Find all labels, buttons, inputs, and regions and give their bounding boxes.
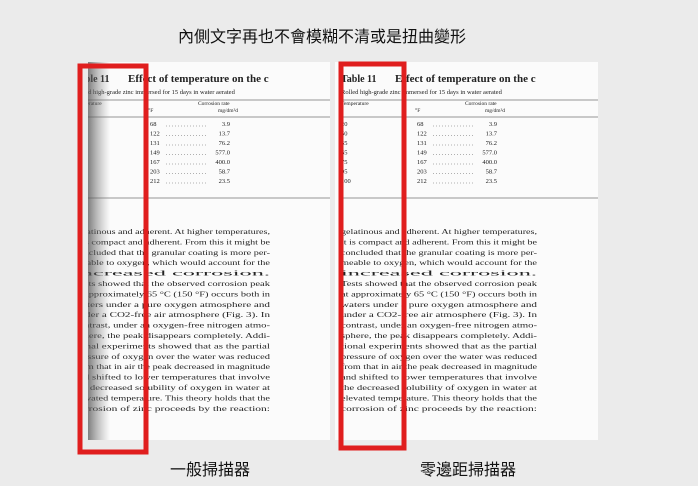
paragraph-line: contrast, under an oxygen-free nitrogen …	[341, 321, 538, 330]
column-header: Corrosion rate	[198, 101, 230, 107]
table-title: Effect of temperature on the c	[395, 73, 536, 85]
cell: 23.5	[486, 178, 497, 185]
cell: 3.9	[489, 121, 497, 128]
cell: 58.7	[486, 169, 498, 176]
cell: 212	[417, 178, 427, 185]
cell: 203	[417, 169, 427, 176]
cell: 167	[150, 159, 161, 166]
paragraph-line: Tests showed that the observed corrosion…	[341, 279, 537, 288]
paragraph-line: waters under a pure oxygen atmosphere an…	[341, 300, 537, 309]
cell: 58.7	[219, 169, 231, 176]
cell: 131	[417, 140, 427, 147]
cell: 13.7	[486, 131, 498, 138]
cell: 203	[150, 169, 160, 176]
paragraph-line: meable to oxygen, which would account fo…	[341, 258, 538, 267]
cell: 577.0	[215, 150, 230, 157]
column-header: mg/dm²d	[218, 108, 238, 114]
paragraph-line: corrosion of zinc proceeds by the reacti…	[341, 404, 537, 413]
paragraph-line: at approximately 65 °C (150 °F) occurs b…	[341, 289, 537, 298]
cell: 68	[417, 121, 424, 128]
cell: 122	[417, 131, 427, 138]
cell: 76.2	[219, 140, 230, 147]
column-header: °F	[415, 107, 420, 114]
cell: 68	[150, 121, 157, 128]
paragraph-line: the decreased solubility of oxygen in wa…	[341, 383, 538, 392]
cell: 149	[150, 150, 160, 157]
caption: 一般掃描器	[170, 460, 250, 479]
cell: 400.0	[482, 159, 497, 166]
paragraph-line: pressure of oxygen over the water was re…	[341, 352, 537, 361]
paragraph-line: elevated temperature. This theory holds …	[341, 393, 538, 402]
caption: 零邊距掃描器	[420, 460, 516, 479]
cell: 400.0	[215, 159, 230, 166]
cell: 122	[150, 131, 160, 138]
cell: 167	[417, 159, 428, 166]
title: 內側文字再也不會模糊不清或是扭曲變形	[178, 27, 466, 46]
cell: 149	[417, 150, 427, 157]
paragraph-line: from that in air the peak decreased in m…	[341, 362, 538, 371]
paragraph-line: increased corrosion.	[341, 269, 537, 278]
gutter-shadow	[88, 62, 110, 440]
column-header: Corrosion rate	[465, 101, 497, 107]
paragraph-line: gelatinous and adherent. At higher tempe…	[341, 227, 537, 236]
paragraph-line: under a CO2-free air atmosphere (Fig. 3)…	[341, 310, 537, 319]
table-label: Table 11	[341, 74, 376, 85]
cell: 23.5	[219, 178, 230, 185]
paragraph-line: and shifted to lower temperatures that i…	[341, 373, 538, 382]
cell: 577.0	[482, 150, 497, 157]
paragraph-line: tional experiments showed that as the pa…	[341, 341, 538, 350]
cell: 212	[150, 178, 160, 185]
column-header: °F	[148, 107, 153, 114]
table-title: Effect of temperature on the c	[128, 73, 269, 85]
cell: 131	[150, 140, 160, 147]
cell: 13.7	[219, 131, 231, 138]
cell: 3.9	[222, 121, 230, 128]
column-header: mg/dm²d	[485, 108, 505, 114]
paragraph-line: sphere, the peak disappears completely. …	[341, 331, 538, 340]
table-subtitle: Rolled high-grade zinc immersed for 15 d…	[341, 89, 503, 96]
screen: 內側文字再也不會模糊不清或是扭曲變形 Table 11 Effect of tem…	[0, 0, 698, 486]
column-header: Temperature	[341, 101, 369, 107]
paragraph-line: concluded that the granular coating is m…	[341, 248, 538, 257]
scan-edge: Table 11 Effect of temperature on the c Ro…	[335, 62, 615, 440]
paragraph-line: it is compact and adherent. From this it…	[341, 237, 538, 246]
cell: 76.2	[486, 140, 497, 147]
